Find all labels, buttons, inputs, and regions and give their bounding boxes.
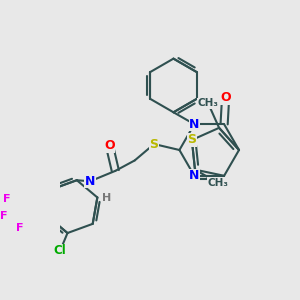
Text: CH₃: CH₃ — [198, 98, 219, 108]
Text: N: N — [189, 118, 200, 131]
Text: F: F — [0, 211, 8, 221]
Text: F: F — [3, 194, 10, 204]
Text: S: S — [188, 134, 196, 146]
Text: O: O — [220, 91, 231, 104]
Text: Cl: Cl — [54, 244, 66, 257]
Text: N: N — [189, 169, 200, 182]
Text: O: O — [104, 139, 115, 152]
Text: CH₃: CH₃ — [208, 178, 229, 188]
Text: N: N — [85, 175, 95, 188]
Text: H: H — [102, 193, 111, 203]
Text: F: F — [16, 223, 24, 233]
Text: S: S — [150, 137, 159, 151]
